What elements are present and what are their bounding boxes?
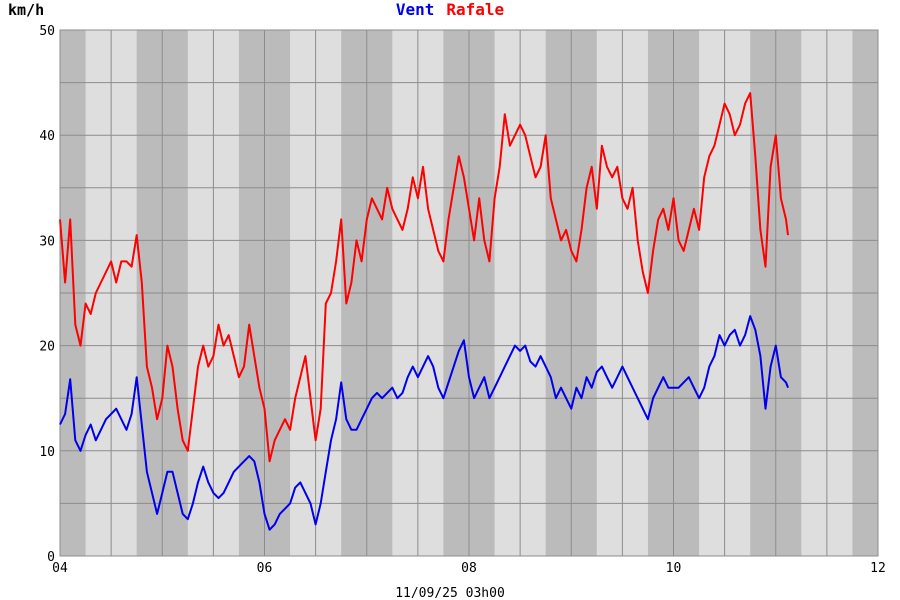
y-tick-label: 20 bbox=[39, 340, 55, 355]
x-tick-label: 06 bbox=[257, 561, 273, 576]
x-tick-label: 04 bbox=[52, 561, 68, 576]
x-tick-label: 10 bbox=[666, 561, 682, 576]
y-tick-label: 40 bbox=[39, 129, 55, 144]
legend-title: Vent Rafale bbox=[396, 0, 504, 19]
series-lines bbox=[59, 92, 789, 531]
x-tick-label: 08 bbox=[461, 561, 477, 576]
y-tick-label: 50 bbox=[39, 24, 55, 39]
footer-timestamp: 11/09/25 03h00 bbox=[395, 586, 505, 600]
x-tick-labels: 04 06 08 10 12 bbox=[52, 561, 886, 576]
x-tick-label: 12 bbox=[870, 561, 886, 576]
legend-rafale: Rafale bbox=[446, 0, 504, 19]
y-tick-label: 0 bbox=[47, 550, 55, 565]
legend-vent: Vent bbox=[396, 0, 435, 19]
y-tick-label: 10 bbox=[39, 445, 55, 460]
y-tick-labels: 0 10 20 30 40 50 bbox=[39, 24, 55, 565]
y-tick-label: 30 bbox=[39, 234, 55, 249]
plot-frame bbox=[59, 29, 879, 557]
grid-lines bbox=[60, 30, 878, 556]
series-line-rafale bbox=[59, 92, 789, 463]
unit-label: km/h bbox=[8, 1, 44, 19]
series-line-vent bbox=[59, 315, 789, 531]
